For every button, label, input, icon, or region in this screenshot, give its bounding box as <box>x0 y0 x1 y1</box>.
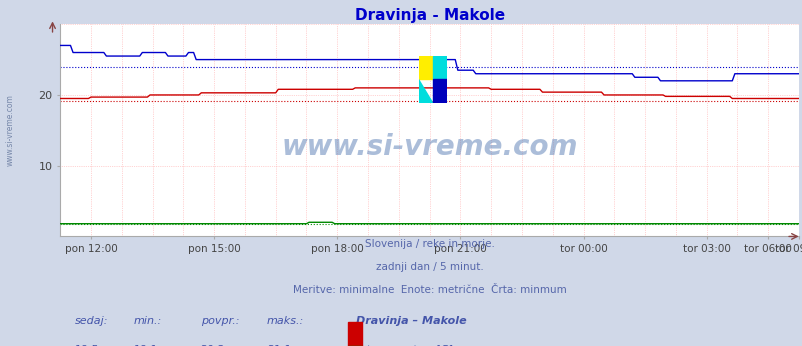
Text: Slovenija / reke in morje.: Slovenija / reke in morje. <box>364 238 494 248</box>
Text: povpr.:: povpr.: <box>200 316 239 326</box>
Text: Meritve: minimalne  Enote: metrične  Črta: minmum: Meritve: minimalne Enote: metrične Črta:… <box>293 285 565 295</box>
Title: Dravinja - Makole: Dravinja - Makole <box>354 8 504 23</box>
Text: www.si-vreme.com: www.si-vreme.com <box>6 94 14 166</box>
Text: sedaj:: sedaj: <box>75 316 108 326</box>
Text: zadnji dan / 5 minut.: zadnji dan / 5 minut. <box>375 262 483 272</box>
Text: 19,1: 19,1 <box>134 345 159 346</box>
Text: 19,5: 19,5 <box>75 345 99 346</box>
Text: www.si-vreme.com: www.si-vreme.com <box>281 133 577 161</box>
Text: 21,1: 21,1 <box>267 345 291 346</box>
Text: temperatura[C]: temperatura[C] <box>367 345 453 346</box>
Text: 20,2: 20,2 <box>200 345 225 346</box>
Text: Dravinja – Makole: Dravinja – Makole <box>355 316 466 326</box>
Bar <box>348 322 361 346</box>
Text: maks.:: maks.: <box>267 316 304 326</box>
Text: min.:: min.: <box>134 316 162 326</box>
